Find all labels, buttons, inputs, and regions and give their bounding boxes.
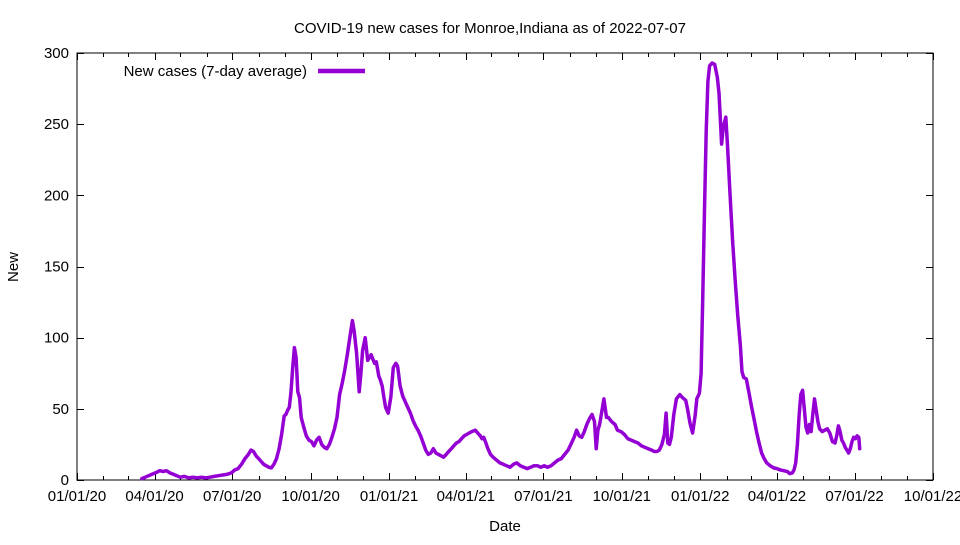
y-axis-label: New: [5, 252, 22, 282]
y-tick-label: 100: [44, 330, 69, 347]
y-tick-label: 0: [61, 472, 69, 489]
y-tick-label: 250: [44, 116, 69, 133]
x-tick-label: 01/01/22: [671, 488, 729, 505]
plot-frame: [76, 52, 934, 481]
x-tick-label: 01/01/21: [360, 488, 418, 505]
data-series: [140, 61, 862, 481]
y-tick-label: 200: [44, 187, 69, 204]
x-tick-label: 04/01/21: [437, 488, 495, 505]
series-line: [140, 61, 862, 481]
x-tick-label: 10/01/20: [281, 488, 339, 505]
x-tick-label: 07/01/22: [825, 488, 883, 505]
x-tick-label: 04/01/20: [125, 488, 183, 505]
y-tick-label: 300: [44, 45, 69, 62]
y-tick-label: 50: [52, 401, 69, 418]
x-tick-label: 04/01/22: [748, 488, 806, 505]
plot-axes: 01/01/20 04/01/20 07/01/20 10/01/20 01/01/21…: [44, 45, 960, 505]
legend: New cases (7-day average): [124, 63, 365, 80]
x-tick-label: 07/01/21: [514, 488, 572, 505]
legend-label: New cases (7-day average): [124, 63, 307, 80]
y-tick-label: 150: [44, 259, 69, 276]
x-tick-label: 07/01/20: [203, 488, 261, 505]
chart-title: COVID-19 new cases for Monroe,Indiana as…: [294, 20, 686, 37]
x-tick-label: 10/01/21: [593, 488, 651, 505]
x-tick-label: 01/01/20: [48, 488, 106, 505]
x-axis-label: Date: [489, 518, 521, 535]
x-tick-label: 10/01/22: [904, 488, 960, 505]
